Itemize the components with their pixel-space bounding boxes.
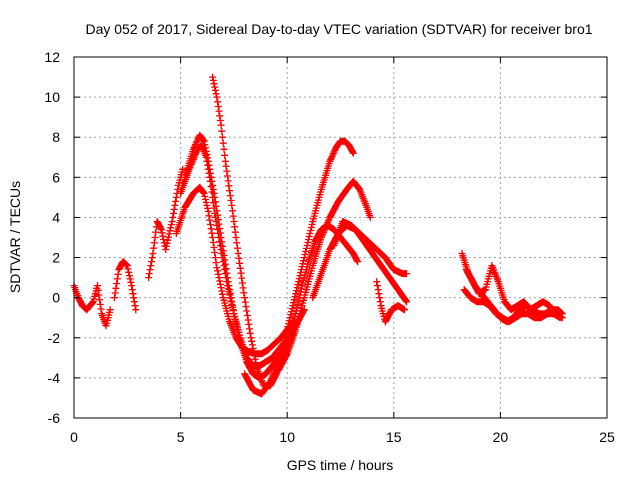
y-tick-label: 8 [52, 129, 60, 145]
series-track-3 [145, 165, 187, 282]
chart-title: Day 052 of 2017, Sidereal Day-to-day VTE… [85, 21, 592, 37]
y-tick-label: 6 [52, 169, 60, 185]
data-marks [111, 258, 140, 314]
data-marks [373, 278, 408, 326]
x-axis-title: GPS time / hours [287, 457, 394, 473]
ticks [73, 56, 608, 419]
y-tick-label: 10 [44, 89, 60, 105]
data-marks [172, 183, 298, 358]
x-tick-label: 25 [599, 429, 615, 445]
series-track-12 [373, 278, 408, 326]
data-marks [70, 282, 114, 330]
series-track-11 [330, 218, 411, 278]
y-tick-label: -2 [48, 330, 61, 346]
series-track-1 [70, 282, 114, 330]
x-tick-label: 0 [70, 429, 78, 445]
data-marks [460, 286, 564, 326]
y-tick-label: -4 [48, 370, 61, 386]
y-tick-label: 4 [52, 209, 60, 225]
tick-labels: 0 5 10 15 20 25 -6 -4 -2 0 2 4 6 8 10 12 [44, 49, 615, 445]
series-track-14 [462, 262, 566, 322]
plot-frame [73, 56, 608, 419]
y-axis-title: SDTVAR / TECUs [7, 181, 23, 293]
data-marks [330, 218, 411, 278]
series-track-2 [111, 258, 140, 314]
series-track-8 [241, 137, 357, 398]
data-marks [241, 137, 357, 398]
series-track-15 [460, 286, 564, 326]
data-points [70, 73, 566, 398]
y-tick-label: -6 [48, 410, 61, 426]
data-marks [145, 165, 187, 282]
x-tick-label: 20 [493, 429, 509, 445]
data-marks [275, 177, 374, 374]
y-tick-label: 12 [44, 49, 60, 65]
x-tick-label: 15 [386, 429, 402, 445]
series-track-9 [275, 177, 374, 374]
data-marks [462, 262, 566, 322]
x-tick-label: 5 [177, 429, 185, 445]
series-track-4 [172, 183, 298, 358]
y-tick-label: 0 [52, 290, 60, 306]
y-tick-label: 2 [52, 250, 60, 266]
grid [74, 57, 607, 418]
x-tick-label: 10 [279, 429, 295, 445]
